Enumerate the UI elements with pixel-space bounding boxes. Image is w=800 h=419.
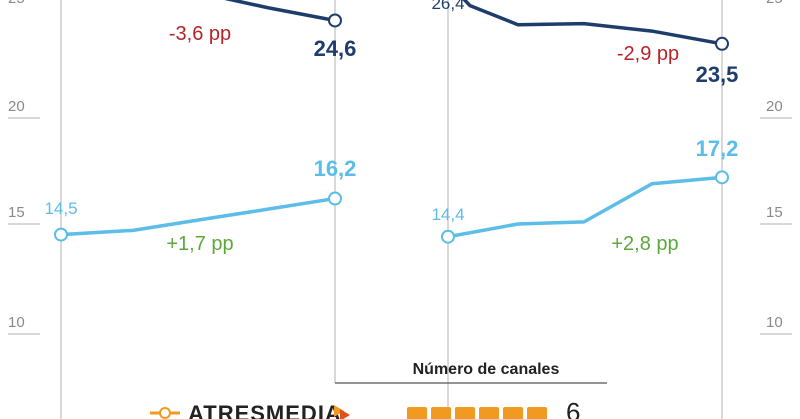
end-label-panel2-light: 17,2	[696, 136, 739, 161]
end-point-panel1-light	[328, 191, 342, 206]
canales-title: Número de canales	[413, 361, 560, 378]
end-label-panel1-light: 16,2	[314, 156, 357, 181]
end-point-panel1-dark	[328, 13, 342, 28]
brand-legend: ATRESMEDIA	[150, 401, 350, 419]
delta-label-panel2-dark: -2,9 pp	[617, 43, 679, 65]
start-point-panel2-light	[441, 229, 455, 244]
delta-label-panel1-light: +1,7 pp	[166, 233, 233, 255]
channel-blocks	[407, 407, 547, 419]
y-tick-label-15-right: 15	[766, 204, 783, 221]
series-line-panel2-dark	[462, 0, 724, 46]
end-point-panel2-dark	[715, 36, 729, 51]
y-axis-left: 25 20 15 10	[8, 0, 40, 335]
delta-label-panel1-dark: -3,6 pp	[169, 23, 231, 45]
channel-block	[455, 407, 475, 419]
start-label-panel2-dark: 26,4	[431, 0, 464, 13]
series-line-panel1-dark	[224, 0, 337, 23]
channel-count: 6	[566, 397, 580, 419]
series-layer: 24,6 -3,6 pp 14,5 16,2 +1,7 pp 26,4 23,5 -2,9 p…	[44, 0, 739, 255]
y-tick-label-20-right: 20	[766, 98, 783, 115]
start-point-panel1-light	[54, 227, 68, 242]
y-tick-label-10-right: 10	[766, 314, 783, 331]
channel-block	[527, 407, 547, 419]
end-label-panel2-dark: 23,5	[696, 62, 739, 87]
y-tick-label-10: 10	[8, 314, 25, 331]
y-tick-label-top-cut-right: 25	[766, 0, 783, 7]
start-label-panel2-light: 14,4	[431, 205, 464, 224]
series-line-panel1-light	[59, 196, 337, 237]
end-point-panel2-light	[715, 170, 729, 185]
delta-label-panel2-light: +2,8 pp	[611, 233, 678, 255]
channel-block	[479, 407, 499, 419]
y-tick-label-20: 20	[8, 98, 25, 115]
channel-block	[431, 407, 451, 419]
series-line-panel2-light	[446, 175, 724, 239]
brand-logo-icon	[334, 405, 350, 419]
end-label-panel1-dark: 24,6	[314, 36, 357, 61]
brand-name: ATRESMEDIA	[188, 401, 342, 419]
y-tick-label-15: 15	[8, 204, 25, 221]
start-label-panel1-light: 14,5	[44, 199, 77, 218]
channel-block	[407, 407, 427, 419]
y-tick-label-top-cut: 25	[8, 0, 25, 7]
y-axis-right: 25 20 15 10	[760, 0, 792, 335]
brand-legend-marker	[159, 407, 171, 419]
channel-block	[503, 407, 523, 419]
